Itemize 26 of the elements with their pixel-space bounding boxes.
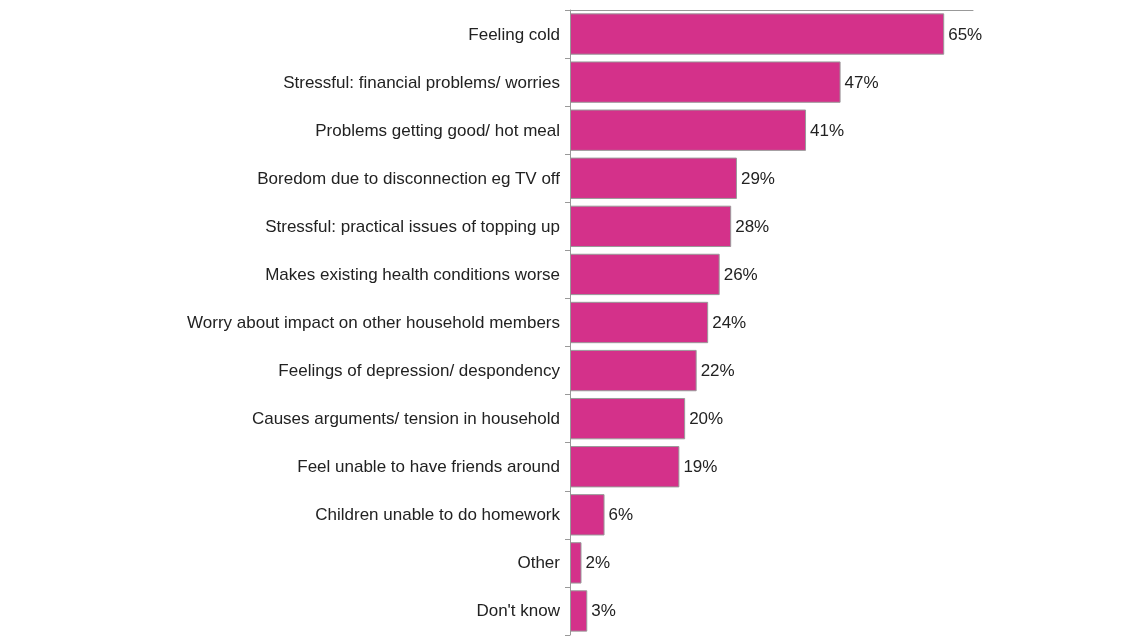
y-tick-label: Feel unable to have friends around bbox=[297, 457, 560, 477]
data-label: 3% bbox=[591, 601, 616, 621]
y-tick-label: Problems getting good/ hot meal bbox=[315, 120, 560, 140]
data-label: 19% bbox=[683, 457, 718, 477]
data-label: 28% bbox=[735, 216, 770, 236]
y-tick-label: Causes arguments/ tension in household bbox=[251, 409, 560, 429]
data-label: 20% bbox=[689, 409, 724, 429]
y-tick-label: Makes existing health conditions worse bbox=[265, 264, 560, 284]
data-label: 29% bbox=[740, 168, 775, 188]
data-label: 65% bbox=[948, 24, 983, 44]
data-label: 2% bbox=[585, 553, 611, 573]
y-tick-label: Children unable to do homework bbox=[315, 505, 561, 525]
data-label: 47% bbox=[844, 72, 879, 92]
y-tick-label: Worry about impact on other household members bbox=[187, 313, 560, 332]
y-tick-label: Feeling cold bbox=[468, 24, 560, 44]
data-label: 26% bbox=[723, 264, 758, 284]
y-tick-label: Feelings of depression/ despondency bbox=[278, 361, 561, 381]
data-label: 41% bbox=[810, 120, 845, 140]
y-tick-label: Boredom due to disconnection eg TV off bbox=[257, 168, 561, 188]
y-tick-label: Don't know bbox=[476, 601, 561, 621]
y-tick-label: Stressful: practical issues of topping up bbox=[265, 216, 560, 236]
data-label: 24% bbox=[712, 313, 747, 332]
y-tick-label: Other bbox=[517, 553, 561, 573]
data-label: 22% bbox=[700, 361, 735, 381]
data-label: 6% bbox=[608, 505, 634, 525]
y-tick-label: Stressful: financial problems/ worries bbox=[283, 72, 560, 92]
